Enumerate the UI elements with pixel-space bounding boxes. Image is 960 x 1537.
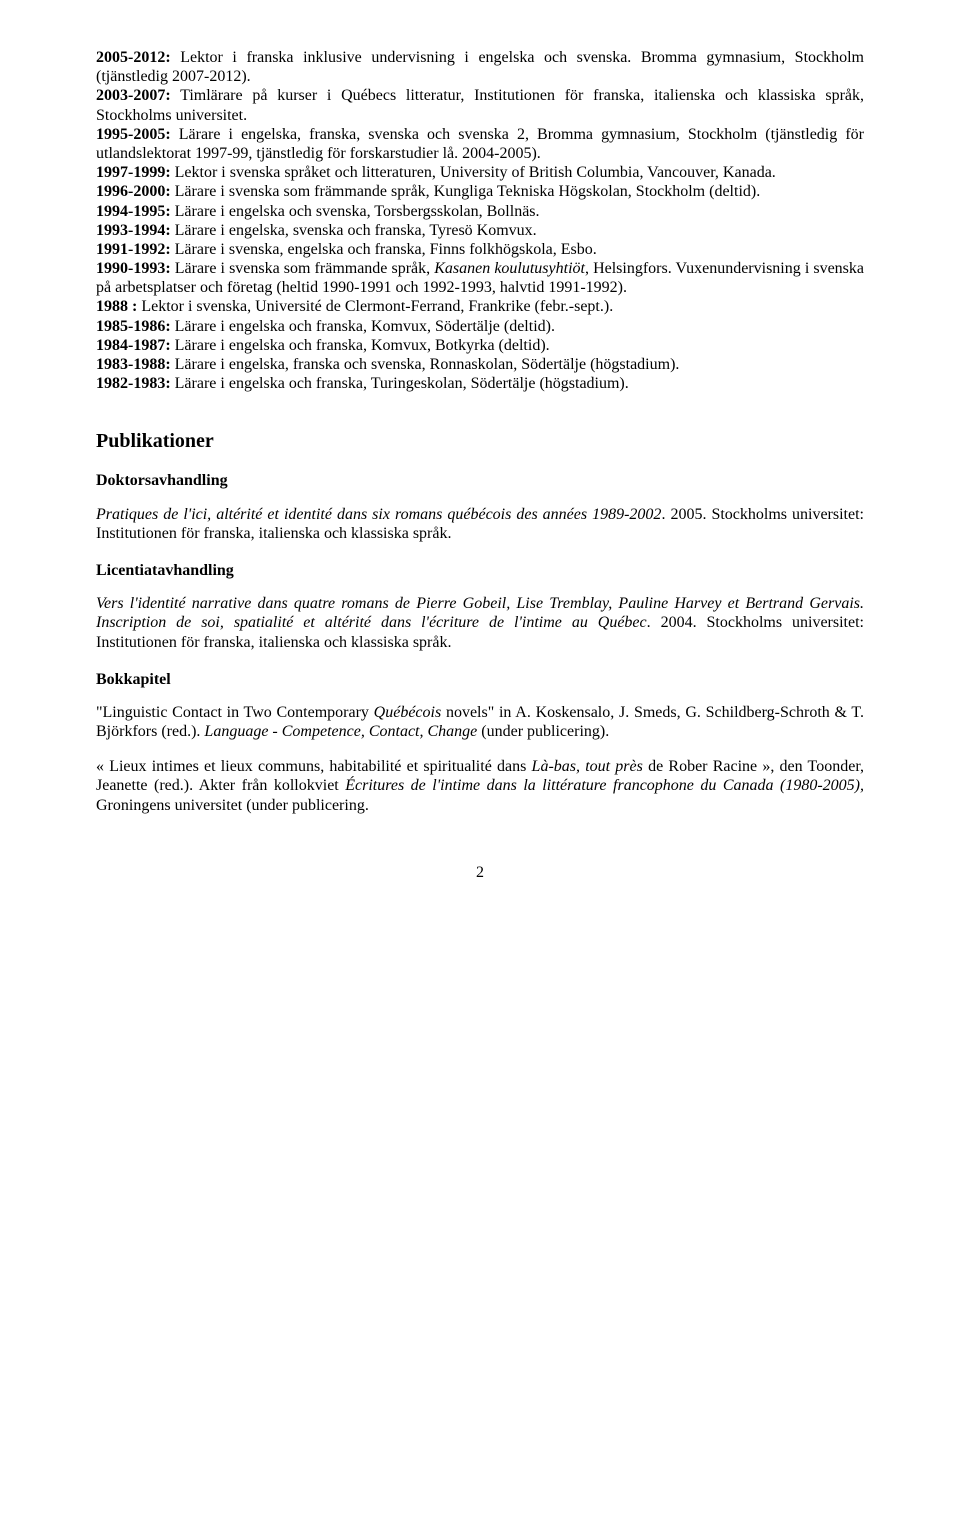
publications-heading: Publikationer [96, 429, 864, 453]
cv-entry: 2005-2012: Lektor i franska inklusive un… [96, 48, 864, 86]
cv-entry-text: Lärare i engelska och franska, Komvux, B… [171, 337, 550, 354]
cv-entry: 1990-1993: Lärare i svenska som främmand… [96, 259, 864, 297]
cv-entry: 1994-1995: Lärare i engelska och svenska… [96, 202, 864, 221]
cv-entry: 1993-1994: Lärare i engelska, svenska oc… [96, 221, 864, 240]
cv-entry-years: 1996-2000: [96, 183, 171, 200]
cv-entry-years: 1985-1986: [96, 318, 171, 335]
cv-entry-text: Lärare i engelska, franska, svenska och … [96, 126, 864, 162]
cv-entry-text: Lärare i svenska, engelska och franska, … [171, 241, 597, 258]
cv-entry-years: 1988 : [96, 298, 137, 315]
licentiate-thesis-heading: Licentiatavhandling [96, 561, 864, 580]
cv-entry-text: Lärare i engelska, svenska och franska, … [171, 222, 537, 239]
book-chapter-2-paragraph: « Lieux intimes et lieux communs, habita… [96, 757, 864, 815]
book1-italic-1: Québécois [374, 704, 442, 721]
book1-post-text: (under publicering). [481, 723, 609, 740]
book-chapters-heading: Bokkapitel [96, 670, 864, 689]
cv-entry-years: 1982-1983: [96, 375, 171, 392]
cv-entry: 1988 : Lektor i svenska, Université de C… [96, 297, 864, 316]
cv-entry-years: 1983-1988: [96, 356, 171, 373]
cv-entry-years: 1997-1999: [96, 164, 171, 181]
book1-pre-text: "Linguistic Contact in Two Contemporary [96, 704, 374, 721]
cv-entry-years: 1995-2005: [96, 126, 171, 143]
cv-entry-years: 1984-1987: [96, 337, 171, 354]
cv-entry-years: 2003-2007: [96, 87, 171, 104]
cv-entry: 1983-1988: Lärare i engelska, franska oc… [96, 355, 864, 374]
cv-entry-years: 2005-2012: [96, 49, 171, 66]
cv-entry: 1985-1986: Lärare i engelska och franska… [96, 317, 864, 336]
cv-entry-text: Lektor i franska inklusive undervisning … [96, 49, 864, 85]
book2-post-text: Groningens universitet (under publicerin… [96, 797, 369, 814]
doctoral-thesis-paragraph: Pratiques de l'ici, altérité et identité… [96, 505, 864, 543]
cv-entry-text: Lärare i svenska som främmande språk, Ku… [171, 183, 761, 200]
cv-entry: 1995-2005: Lärare i engelska, franska, s… [96, 125, 864, 163]
licentiate-thesis-paragraph: Vers l'identité narrative dans quatre ro… [96, 594, 864, 652]
cv-entry-text: Lärare i engelska och franska, Komvux, S… [171, 318, 555, 335]
book2-italic-1: Là-bas, tout près [532, 758, 643, 775]
doctoral-title-italic: Pratiques de l'ici, altérité et identité… [96, 506, 661, 523]
cv-entry: 1991-1992: Lärare i svenska, engelska oc… [96, 240, 864, 259]
cv-entry: 1984-1987: Lärare i engelska och franska… [96, 336, 864, 355]
cv-entry-text: Timlärare på kurser i Québecs litteratur… [96, 87, 864, 123]
cv-entry-text: Lektor i svenska, Université de Clermont… [137, 298, 613, 315]
cv-entry: 1997-1999: Lektor i svenska språket och … [96, 163, 864, 182]
cv-entry-text: Lärare i engelska och svenska, Torsbergs… [171, 203, 540, 220]
book2-italic-2: Écritures de l'intime dans la littératur… [345, 777, 864, 794]
cv-entry-text: Lektor i svenska språket och litterature… [171, 164, 776, 181]
cv-entry-text: Lärare i engelska, franska och svenska, … [171, 356, 680, 373]
cv-entry-years: 1993-1994: [96, 222, 171, 239]
book-chapter-1-paragraph: "Linguistic Contact in Two Contemporary … [96, 703, 864, 741]
page-number: 2 [96, 863, 864, 882]
book1-italic-2: Language - Competence, Contact, Change [204, 723, 481, 740]
cv-entries-block: 2005-2012: Lektor i franska inklusive un… [96, 48, 864, 393]
cv-entry-text: Lärare i svenska som främmande språk, [171, 260, 435, 277]
cv-entry: 1996-2000: Lärare i svenska som främmand… [96, 182, 864, 201]
cv-entry: 2003-2007: Timlärare på kurser i Québecs… [96, 86, 864, 124]
doctoral-thesis-heading: Doktorsavhandling [96, 471, 864, 490]
cv-entry-years: 1991-1992: [96, 241, 171, 258]
cv-entry-years: 1994-1995: [96, 203, 171, 220]
cv-entry-years: 1990-1993: [96, 260, 171, 277]
book2-pre-text: « Lieux intimes et lieux communs, habita… [96, 758, 532, 775]
cv-entry-text: Lärare i engelska och franska, Turingesk… [171, 375, 629, 392]
cv-entry-italic: Kasanen koulutusyhtiöt [434, 260, 585, 277]
cv-entry: 1982-1983: Lärare i engelska och franska… [96, 374, 864, 393]
